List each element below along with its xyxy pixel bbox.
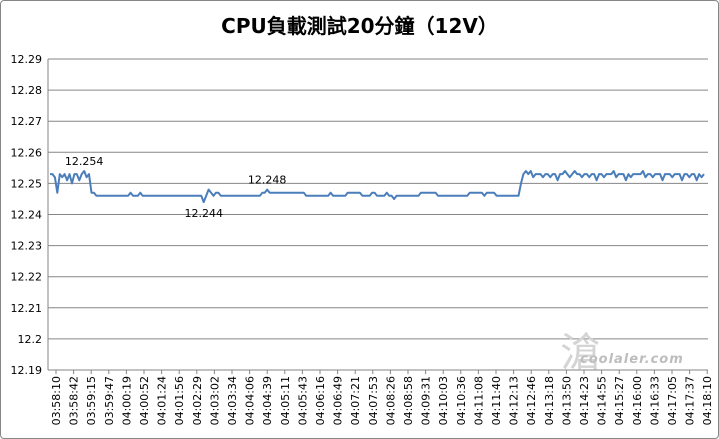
x-tick-label: 04:18:10 xyxy=(701,376,714,425)
watermark-text: coolaler.com xyxy=(580,352,684,367)
data-label: 12.244 xyxy=(184,207,223,220)
x-tick-label: 03:58:10 xyxy=(50,376,63,425)
x-tick-label: 04:07:21 xyxy=(349,376,362,425)
x-tick-label: 04:01:24 xyxy=(156,376,169,425)
data-label: 12.254 xyxy=(65,155,104,168)
y-tick-label: 12.21 xyxy=(11,302,43,315)
y-tick-label: 12.2 xyxy=(18,333,43,346)
x-tick-label: 04:11:08 xyxy=(472,376,485,425)
x-tick-label: 04:00:19 xyxy=(120,376,133,425)
x-tick-label: 03:58:42 xyxy=(68,376,81,425)
x-tick-label: 04:12:13 xyxy=(508,376,521,425)
x-tick-label: 04:13:18 xyxy=(543,376,556,425)
x-tick-label: 04:02:29 xyxy=(191,376,204,425)
x-tick-label: 04:05:43 xyxy=(296,376,309,425)
data-label: 12.248 xyxy=(248,174,287,187)
x-tick-label: 04:00:52 xyxy=(138,376,151,425)
x-tick-label: 04:12:46 xyxy=(525,376,538,425)
x-tick-label: 04:10:36 xyxy=(455,376,468,425)
x-tick-label: 04:01:56 xyxy=(173,376,186,425)
x-tick-label: 04:04:39 xyxy=(261,376,274,425)
y-tick-label: 12.19 xyxy=(11,364,43,377)
x-tick-label: 04:05:11 xyxy=(279,376,292,425)
chart-title: CPU負載測試20分鐘（12V） xyxy=(221,14,498,38)
x-tick-label: 04:06:16 xyxy=(314,376,327,425)
x-tick-label: 04:08:26 xyxy=(384,376,397,425)
x-tick-label: 04:14:23 xyxy=(578,376,591,425)
x-tick-label: 04:08:58 xyxy=(402,376,415,425)
y-tick-label: 12.23 xyxy=(11,240,43,253)
x-tick-label: 04:16:00 xyxy=(631,376,644,425)
x-tick-label: 04:13:50 xyxy=(560,376,573,425)
x-tick-label: 04:03:34 xyxy=(226,376,239,425)
y-tick-label: 12.26 xyxy=(11,146,43,159)
y-tick-label: 12.29 xyxy=(11,53,43,66)
x-tick-label: 04:16:33 xyxy=(648,376,661,425)
x-tick-label: 04:10:03 xyxy=(437,376,450,425)
x-tick-label: 04:09:31 xyxy=(420,376,433,425)
x-tick-label: 03:59:47 xyxy=(103,376,116,425)
x-tick-label: 04:07:53 xyxy=(367,376,380,425)
x-tick-label: 04:03:02 xyxy=(208,376,221,425)
x-tick-label: 04:14:55 xyxy=(596,376,609,425)
y-tick-label: 12.28 xyxy=(11,84,43,97)
x-tick-label: 04:15:27 xyxy=(613,376,626,425)
x-tick-label: 04:04:06 xyxy=(244,376,257,425)
x-tick-label: 04:17:05 xyxy=(666,376,679,425)
y-tick-label: 12.25 xyxy=(11,177,43,190)
y-tick-label: 12.22 xyxy=(11,271,43,284)
x-tick-label: 04:06:49 xyxy=(332,376,345,425)
y-tick-label: 12.24 xyxy=(11,209,43,222)
watermark-logo-icon: 滄 xyxy=(560,330,600,376)
x-tick-label: 04:11:40 xyxy=(490,376,503,425)
y-tick-label: 12.27 xyxy=(11,115,43,128)
x-tick-label: 03:59:15 xyxy=(85,376,98,425)
series-line xyxy=(50,170,705,204)
x-tick-label: 04:17:37 xyxy=(684,376,697,425)
